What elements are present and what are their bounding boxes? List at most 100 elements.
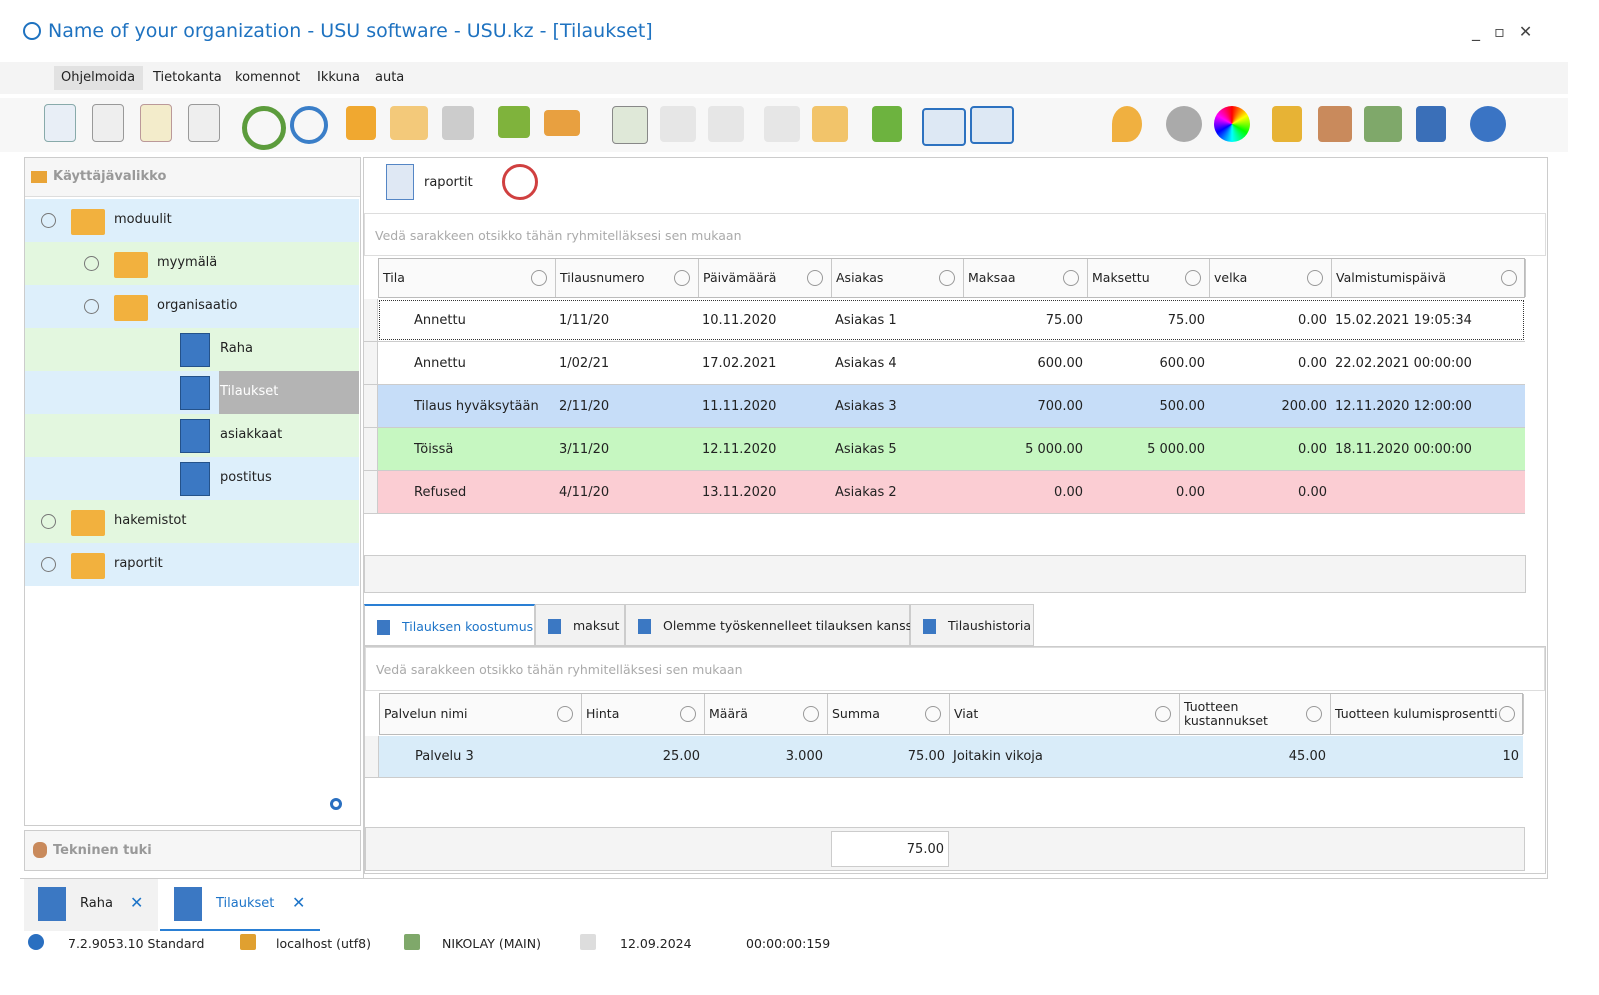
toolbar-icon[interactable] (44, 104, 76, 142)
toolbar-icon[interactable] (1318, 106, 1352, 142)
column-header[interactable]: Hinta (582, 694, 705, 734)
toolbar-icon[interactable] (1272, 106, 1302, 142)
tab[interactable]: Tilauksen koostumus (364, 604, 535, 646)
tab-label: Tilauksen koostumus (402, 619, 534, 634)
column-header[interactable]: Tilausnumero (556, 259, 699, 297)
status-item: 00:00:00:159 (746, 936, 831, 951)
status-icon (580, 934, 596, 950)
column-header[interactable]: velka (1210, 259, 1332, 297)
filter-icon[interactable] (807, 270, 823, 286)
filter-icon[interactable] (557, 706, 573, 722)
menu-item[interactable]: komennot (235, 70, 301, 85)
toolbar-icon[interactable] (290, 106, 328, 144)
grid-cell: 0.00 (1298, 312, 1327, 328)
toolbar-icon[interactable] (498, 106, 530, 138)
toolbar-icon[interactable] (708, 106, 744, 142)
filter-icon[interactable] (680, 706, 696, 722)
toolbar-icon[interactable] (970, 106, 1014, 144)
row-body[interactable]: Refused 4/11/20 13.11.2020 Asiakas 2 0.00 0.0… (378, 471, 1525, 513)
menu-item[interactable]: Ohjelmoida (54, 66, 143, 90)
row-body[interactable]: Tilaus hyväksytään 2/11/20 11.11.2020 Asiak… (378, 385, 1525, 427)
column-header[interactable]: Maksettu (1088, 259, 1210, 297)
tree-row[interactable]: myymälä (25, 242, 359, 285)
tree-row[interactable]: Tilaukset (25, 371, 359, 414)
grid-cell: Tilaus hyväksytään (414, 398, 539, 414)
grid-cell: 5 000.00 (1025, 441, 1083, 457)
window-controls[interactable]: _▫✕ (1472, 22, 1547, 41)
tab[interactable]: Tilaushistoria (910, 604, 1034, 646)
tree-label: asiakkaat (220, 427, 283, 442)
filter-icon[interactable] (1185, 270, 1201, 286)
filter-icon[interactable] (674, 270, 690, 286)
tree-row[interactable]: raportit (25, 543, 359, 586)
toolbar-icon[interactable] (764, 106, 800, 142)
column-header[interactable]: Viat (950, 694, 1180, 734)
search-icon[interactable] (330, 798, 342, 810)
column-header[interactable]: Päivämäärä (699, 259, 832, 297)
filter-icon[interactable] (1501, 270, 1517, 286)
tab[interactable]: maksut (535, 604, 625, 646)
tree-row[interactable]: hakemistot (25, 500, 359, 543)
filter-icon[interactable] (1306, 706, 1322, 722)
column-header[interactable]: Tila (379, 259, 556, 297)
toolbar-icon[interactable] (442, 106, 474, 140)
toolbar-icon[interactable] (660, 106, 696, 142)
toolbar-icon[interactable] (390, 106, 428, 140)
tree-row[interactable]: organisaatio (25, 285, 359, 328)
column-header[interactable]: Asiakas (832, 259, 964, 297)
row-body[interactable]: Annettu 1/02/21 17.02.2021 Asiakas 4 600.00 6… (378, 342, 1525, 384)
filter-icon[interactable] (531, 270, 547, 286)
menu-item[interactable]: Tietokanta (153, 70, 222, 85)
toolbar-icon[interactable] (242, 106, 286, 150)
column-header[interactable]: Summa (828, 694, 950, 734)
tree-row[interactable]: moduulit (25, 199, 359, 242)
row-body[interactable]: Palvelu 3 25.00 3.000 75.00 Joitakin vikoja 4… (379, 736, 1523, 777)
column-header[interactable]: Määrä (705, 694, 828, 734)
document-tab[interactable]: Raha ✕ (24, 879, 158, 931)
row-body[interactable]: Annettu 1/11/20 10.11.2020 Asiakas 1 75.00 75… (378, 299, 1525, 341)
row-body[interactable]: Töissä 3/11/20 12.11.2020 Asiakas 5 5 000.00… (378, 428, 1525, 470)
grid-cell: 13.11.2020 (702, 484, 777, 500)
column-header[interactable]: Tuotteen kustannukset (1180, 694, 1331, 734)
toolbar-icon[interactable] (922, 108, 966, 146)
tab[interactable]: Olemme työskennelleet tilauksen kanssa (625, 604, 920, 646)
column-header[interactable]: Tuotteen kulumisprosentti (1331, 694, 1524, 734)
toolbar-icon[interactable] (612, 106, 648, 144)
column-header[interactable]: Valmistumispäivä (1332, 259, 1526, 297)
filter-icon[interactable] (939, 270, 955, 286)
close-tab[interactable]: ✕ (292, 893, 306, 912)
toolbar-icon[interactable] (1470, 106, 1506, 142)
report-dropdown[interactable]: raportit (424, 175, 473, 190)
tree-row[interactable]: postitus (25, 457, 359, 500)
grid-cell: Töissä (414, 441, 454, 457)
column-header[interactable]: Palvelun nimi (380, 694, 582, 734)
toolbar-icon[interactable] (812, 106, 848, 142)
filter-icon[interactable] (1307, 270, 1323, 286)
toolbar-icon[interactable] (188, 104, 220, 142)
toolbar-icon[interactable] (1214, 106, 1250, 142)
toolbar-icon[interactable] (1364, 106, 1402, 142)
close-tab[interactable]: ✕ (130, 893, 144, 912)
tree-row[interactable]: Raha (25, 328, 359, 371)
menu-item[interactable]: auta (375, 70, 405, 85)
filter-icon[interactable] (1499, 706, 1515, 722)
filter-icon[interactable] (1063, 270, 1079, 286)
grid-cell: 45.00 (1288, 749, 1326, 764)
clock-icon[interactable] (502, 164, 538, 200)
document-tab[interactable]: Tilaukset ✕ (160, 879, 320, 931)
menu-item[interactable]: Ikkuna (317, 70, 360, 85)
filter-icon[interactable] (925, 706, 941, 722)
filter-icon[interactable] (1155, 706, 1171, 722)
toolbar-icon[interactable] (346, 106, 376, 140)
column-header[interactable]: Maksaa (964, 259, 1088, 297)
filter-icon[interactable] (803, 706, 819, 722)
grid-cell: Annettu (414, 355, 466, 371)
toolbar-icon[interactable] (92, 104, 124, 142)
toolbar-icon[interactable] (1416, 106, 1446, 142)
tree-row[interactable]: asiakkaat (25, 414, 359, 457)
toolbar-icon[interactable] (140, 104, 172, 142)
toolbar-icon[interactable] (1166, 106, 1202, 142)
toolbar-icon[interactable] (872, 106, 902, 142)
toolbar-icon[interactable] (544, 110, 580, 136)
toolbar-icon[interactable] (1112, 106, 1142, 142)
